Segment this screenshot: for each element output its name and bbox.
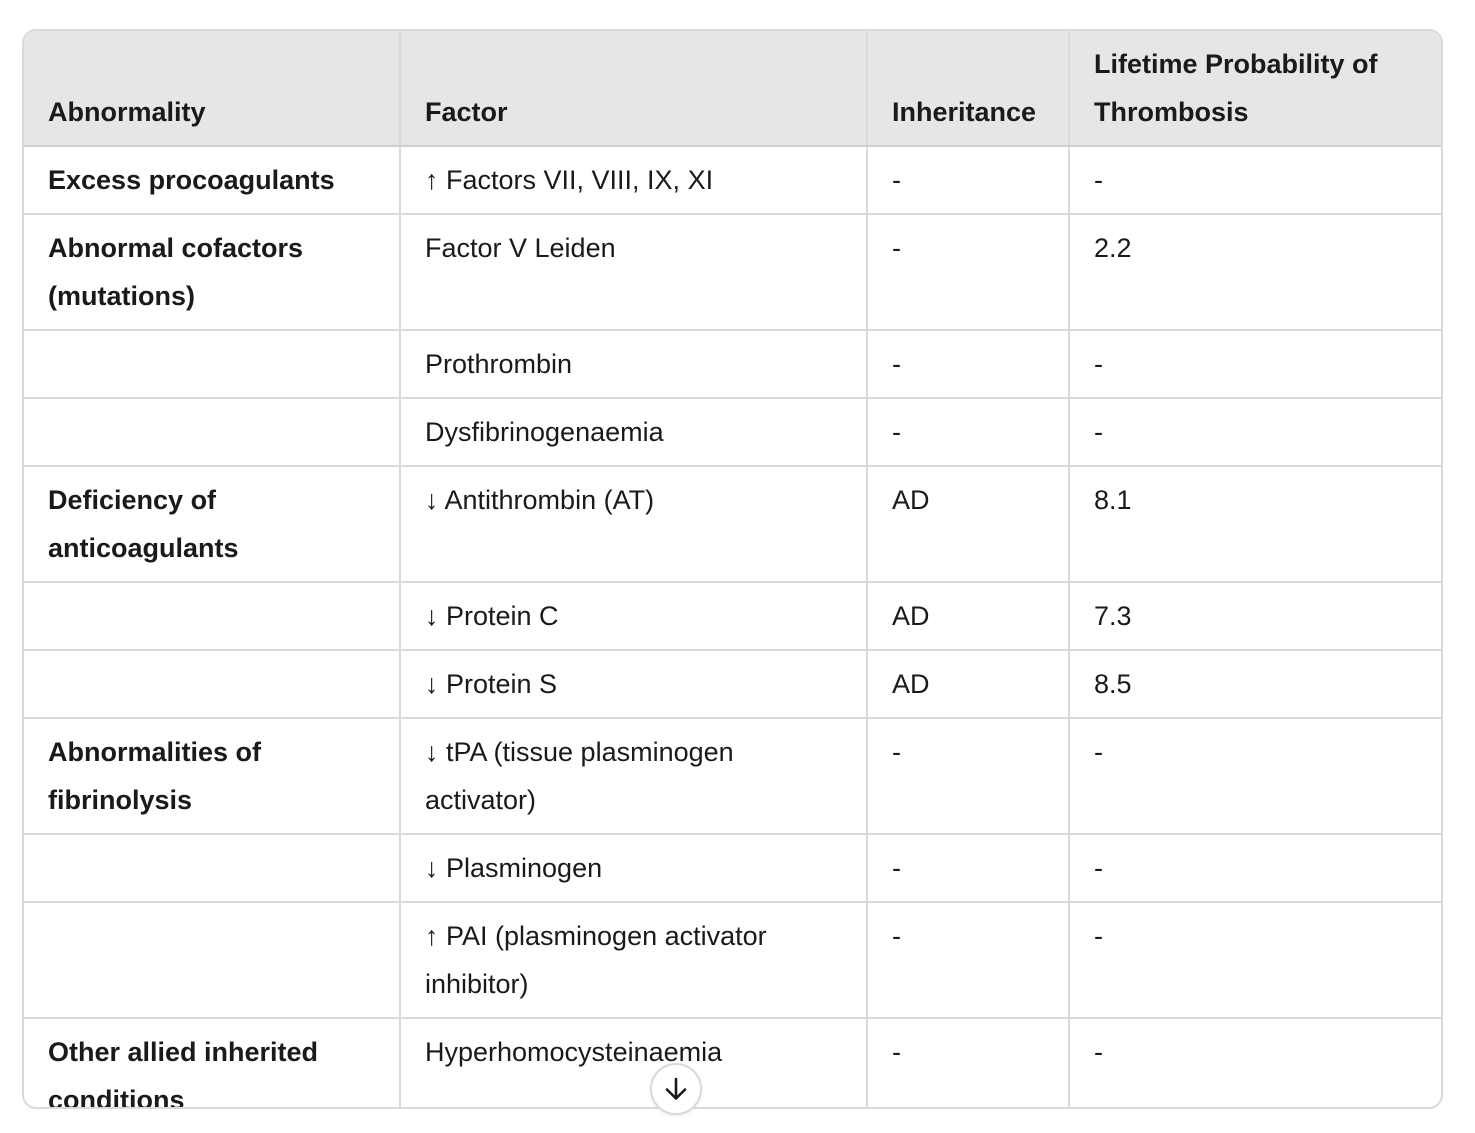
- cell-factor: Factor V Leiden: [400, 214, 868, 331]
- cell-inheritance: -: [867, 1018, 1070, 1107]
- cell-factor: Dysfibrinogenaemia: [400, 398, 868, 467]
- cell-factor: Hyperhomocysteinaemia: [400, 1018, 868, 1107]
- table-row: ↑ PAI (plasminogen activator inhibitor) …: [24, 902, 1441, 1019]
- cell-inheritance: AD: [867, 582, 1070, 651]
- cell-probability: -: [1094, 1037, 1103, 1067]
- cell-probability: -: [1069, 834, 1441, 903]
- cell-abnormality: [24, 582, 401, 651]
- cell-probability: -: [1069, 718, 1441, 835]
- cell-factor: ↓ Protein C: [400, 582, 868, 651]
- cell-inheritance: -: [867, 146, 1070, 215]
- cell-factor: ↑ Factors VII, VIII, IX, XI: [400, 146, 868, 215]
- cell-abnormality: [24, 902, 401, 1019]
- header-abnormality: Abnormality: [24, 31, 401, 147]
- cell-inheritance: -: [867, 214, 1070, 331]
- table-row: Abnormal cofactors (mutations) Factor V …: [24, 214, 1441, 331]
- table-row: Deficiency of anticoagulants ↓ Antithrom…: [24, 466, 1441, 583]
- cell-probability: 2.2: [1069, 214, 1441, 331]
- table-row: Excess procoagulants ↑ Factors VII, VIII…: [24, 146, 1441, 215]
- data-table-container: Abnormality Factor Inheritance Lifetime …: [22, 29, 1443, 1109]
- table-body: Excess procoagulants ↑ Factors VII, VIII…: [24, 146, 1441, 1107]
- cell-factor: ↓ Antithrombin (AT): [400, 466, 868, 583]
- cell-abnormality: Abnormalities of fibrinolysis: [24, 718, 401, 835]
- header-factor: Factor: [400, 31, 868, 147]
- cell-probability: 7.3: [1069, 582, 1441, 651]
- cell-probability: -: [1069, 330, 1441, 399]
- cell-probability: 8.1: [1069, 466, 1441, 583]
- cell-abnormality: Deficiency of anticoagulants: [24, 466, 401, 583]
- table-row: ↓ Protein S AD 8.5: [24, 650, 1441, 719]
- cell-probability: -: [1069, 902, 1441, 1019]
- table-row: ↓ Plasminogen - -: [24, 834, 1441, 903]
- header-lifetime-probability: Lifetime Probability of Thrombosis: [1069, 31, 1441, 147]
- table-row: Other allied inherited conditions Hyperh…: [24, 1018, 1441, 1107]
- thrombophilia-table: Abnormality Factor Inheritance Lifetime …: [24, 31, 1441, 1107]
- cell-inheritance: -: [867, 834, 1070, 903]
- cell-factor: Prothrombin: [400, 330, 868, 399]
- cell-inheritance: AD: [867, 650, 1070, 719]
- cell-abnormality: [24, 834, 401, 903]
- cell-factor: ↓ Plasminogen: [400, 834, 868, 903]
- cell-inheritance: -: [867, 718, 1070, 835]
- cell-inheritance: -: [867, 902, 1070, 1019]
- cell-abnormality: Abnormal cofactors (mutations): [24, 214, 401, 331]
- cell-inheritance: -: [867, 398, 1070, 467]
- cell-inheritance: -: [867, 330, 1070, 399]
- cell-probability: -: [1069, 146, 1441, 215]
- cell-abnormality: [24, 330, 401, 399]
- cell-abnormality: [24, 398, 401, 467]
- table-row: Prothrombin - -: [24, 330, 1441, 399]
- cell-abnormality: [24, 650, 401, 719]
- header-row: Abnormality Factor Inheritance Lifetime …: [24, 31, 1441, 147]
- table-header: Abnormality Factor Inheritance Lifetime …: [24, 31, 1441, 147]
- table-row: Abnormalities of fibrinolysis ↓ tPA (tis…: [24, 718, 1441, 835]
- cell-probability: 8.5: [1069, 650, 1441, 719]
- table-row: ↓ Protein C AD 7.3: [24, 582, 1441, 651]
- cell-abnormality: Excess procoagulants: [24, 146, 401, 215]
- arrow-down-icon: [665, 1077, 687, 1100]
- cell-inheritance: AD: [867, 466, 1070, 583]
- header-inheritance: Inheritance: [867, 31, 1070, 147]
- table-row: Dysfibrinogenaemia - -: [24, 398, 1441, 467]
- cell-factor: ↓ Protein S: [400, 650, 868, 719]
- cell-factor: ↑ PAI (plasminogen activator inhibitor): [400, 902, 868, 1019]
- cell-factor: ↓ tPA (tissue plasminogen activator): [400, 718, 868, 835]
- cell-abnormality: Other allied inherited conditions: [24, 1018, 401, 1107]
- scroll-down-button[interactable]: [650, 1063, 702, 1115]
- cell-probability: -: [1069, 398, 1441, 467]
